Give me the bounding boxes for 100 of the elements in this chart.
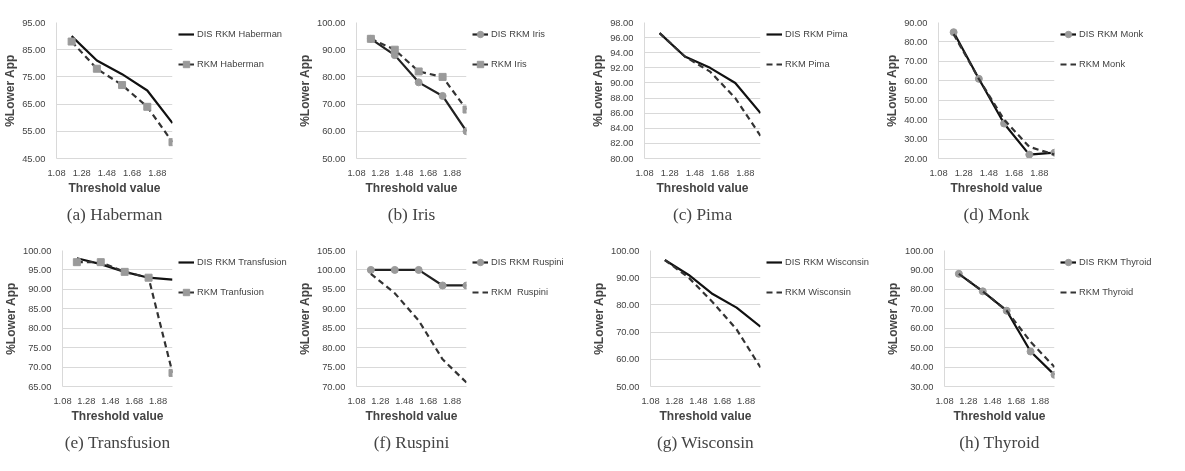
x-tick-label: 1.28 [665,395,684,406]
y-axis-title: %Lower App [885,54,900,127]
y-tick-label: 100.00 [316,17,346,28]
y-axis-title: %Lower App [3,54,18,127]
x-tick-label: 1.88 [1031,395,1050,406]
legend-label: DIS RKM Transfusion [197,257,287,267]
text: (f) Ruspini [373,432,450,452]
x-tick-label: 1.28 [371,395,390,406]
legend-label: RKM Iris [491,59,528,69]
y-tick-label: 94.00 [610,47,634,58]
x-axis-title: Threshold value [365,180,458,195]
x-tick-label: 1.68 [711,167,730,178]
text: (d) Monk [963,204,1030,224]
y-tick-label: 90.00 [610,77,634,88]
x-axis-title: Threshold value [659,408,752,423]
y-tick-label: 90.00 [616,272,640,283]
x-tick-label: 1.08 [53,395,72,406]
y-tick-label: 80.00 [322,342,346,353]
text: (b) Iris [387,204,436,224]
y-tick-label: 90.00 [904,17,928,28]
y-tick-label: 60.00 [322,126,346,137]
text: (c) Pima [672,204,733,224]
y-tick-label: 105.00 [316,245,346,256]
y-tick-label: 86.00 [610,108,634,119]
legend-label: DIS RKM Thyroid [1079,257,1152,267]
y-tick-label: 70.00 [616,327,640,338]
x-tick-label: 1.48 [97,167,117,178]
legend-label: RKM Thyroid [1079,287,1134,297]
x-tick-label: 1.08 [47,167,66,178]
y-tick-label: 98.00 [610,17,634,28]
y-tick-label: 80.00 [910,284,934,295]
x-tick-label: 1.28 [77,395,96,406]
x-tick-label: 1.68 [419,395,438,406]
y-tick-label: 100.00 [316,264,346,275]
y-tick-label: 85.00 [22,44,46,55]
legend-label: DIS RKM Pima [785,29,848,39]
y-tick-label: 70.00 [322,99,346,110]
x-tick-label: 1.88 [443,167,462,178]
x-tick-label: 1.48 [395,395,414,406]
y-tick-label: 50.00 [910,342,934,353]
x-tick-label: 1.28 [660,167,679,178]
y-tick-label: 50.00 [616,381,640,392]
y-tick-label: 75.00 [28,342,52,353]
x-axis-title: Threshold value [68,180,161,195]
legend-label: RKM Haberman [197,59,264,69]
x-tick-label: 1.68 [125,395,144,406]
y-tick-label: 40.00 [904,114,928,125]
y-tick-label: 65.00 [28,381,52,392]
x-tick-label: 1.88 [148,167,167,178]
y-tick-label: 40.00 [910,362,934,373]
y-tick-label: 70.00 [910,303,934,314]
y-axis-title: %Lower App [297,54,312,127]
x-axis-title: Threshold value [365,408,458,423]
x-axis-title: Threshold value [953,408,1046,423]
line-series [663,258,761,369]
y-tick-label: 90.00 [322,44,346,55]
x-tick-label: 1.48 [395,167,414,178]
x-tick-label: 1.48 [685,167,705,178]
x-tick-label: 1.28 [959,395,978,406]
x-tick-label: 1.68 [1007,395,1026,406]
legend-label: DIS RKM Iris [491,29,545,39]
x-tick-label: 1.48 [983,395,1002,406]
y-tick-label: 80.00 [28,323,52,334]
x-tick-label: 1.28 [72,167,91,178]
x-tick-label: 1.08 [929,167,948,178]
y-tick-label: 92.00 [610,62,634,73]
text: (h) Thyroid [959,432,1040,452]
x-tick-label: 1.08 [641,395,660,406]
y-axis-title: %Lower App [885,282,900,355]
y-tick-label: 20.00 [904,153,928,164]
y-tick-label: 80.00 [616,299,640,310]
y-tick-label: 90.00 [910,264,934,275]
text: (e) Transfusion [64,432,171,452]
y-tick-label: 75.00 [22,71,46,82]
x-tick-label: 1.48 [101,395,120,406]
legend-label: DIS RKM Ruspini [491,257,564,267]
y-tick-label: 90.00 [322,303,346,314]
y-tick-label: 85.00 [322,323,346,334]
x-tick-label: 1.88 [443,395,462,406]
legend-label: DIS RKM Monk [1079,29,1144,39]
y-tick-label: 65.00 [22,99,46,110]
y-tick-label: 60.00 [904,75,928,86]
y-tick-label: 80.00 [904,36,928,47]
x-tick-label: 1.88 [1030,167,1049,178]
legend-label: RKM Monk [1079,59,1126,69]
y-tick-label: 60.00 [910,323,934,334]
x-tick-label: 1.28 [954,167,973,178]
y-tick-label: 90.00 [28,284,52,295]
y-tick-label: 60.00 [616,354,640,365]
y-axis-title: %Lower App [591,282,606,355]
y-tick-label: 95.00 [22,17,46,28]
y-tick-label: 95.00 [322,284,346,295]
y-tick-label: 75.00 [322,362,346,373]
x-tick-label: 1.28 [371,167,390,178]
y-tick-label: 50.00 [322,153,346,164]
x-tick-label: 1.08 [635,167,654,178]
x-tick-label: 1.88 [737,395,756,406]
x-tick-label: 1.68 [123,167,142,178]
y-axis-title: %Lower App [591,54,606,127]
x-axis-title: Threshold value [950,180,1043,195]
